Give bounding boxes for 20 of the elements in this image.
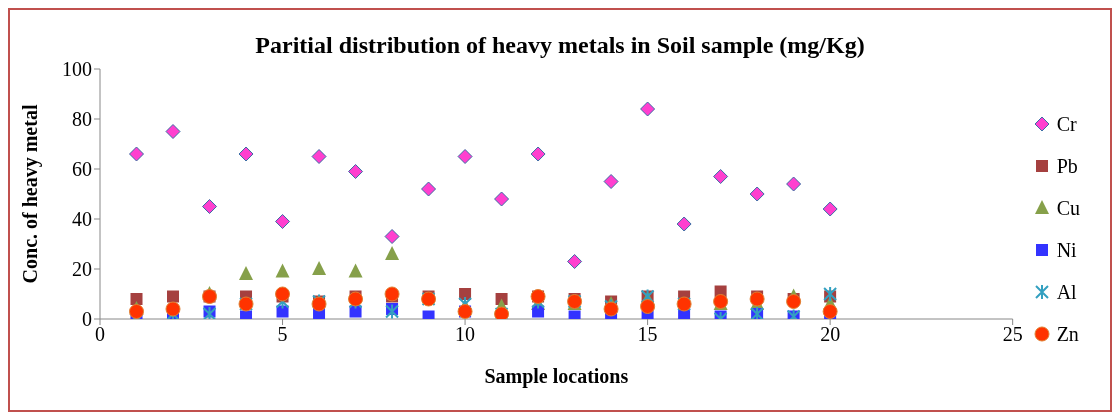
x-axis-title: Sample locations xyxy=(484,365,629,389)
y-tick-label: 0 xyxy=(82,308,92,331)
y-tick-label: 20 xyxy=(72,258,92,281)
x-tick-label: 15 xyxy=(637,323,658,346)
legend-label: Pb xyxy=(1056,154,1078,178)
legend-label: Cu xyxy=(1056,196,1080,220)
x-tick-label: 25 xyxy=(1002,323,1023,346)
chart-title: Paritial distribution of heavy metals in Soil sample (mg/Kg) xyxy=(254,32,866,59)
legend-label: Ni xyxy=(1056,238,1077,262)
x-tick-label: 10 xyxy=(455,323,476,346)
y-tick-label: 60 xyxy=(72,158,92,181)
y-tick-label: 100 xyxy=(62,58,92,81)
x-tick-label: 5 xyxy=(277,323,288,346)
legend-label: Cr xyxy=(1056,112,1077,136)
legend-label: Zn xyxy=(1056,322,1079,346)
y-tick-label: 40 xyxy=(72,208,92,231)
x-tick-label: 20 xyxy=(820,323,841,346)
y-tick-label: 80 xyxy=(72,108,92,131)
legend-label: Al xyxy=(1056,280,1077,304)
y-axis-title: Conc. of heavy metal xyxy=(19,104,43,284)
